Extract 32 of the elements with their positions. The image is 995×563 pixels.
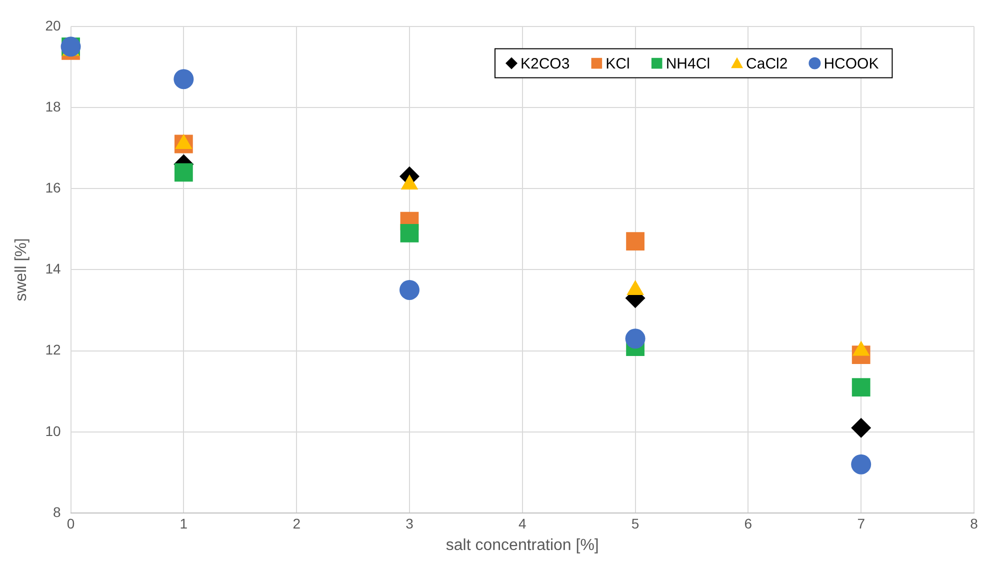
point — [625, 328, 646, 349]
x-tick-label: 4 — [518, 515, 526, 532]
x-tick-label: 6 — [744, 515, 752, 532]
legend-label: NH4Cl — [666, 55, 710, 72]
x-tick-label: 8 — [970, 515, 978, 532]
x-tick-label: 7 — [857, 515, 866, 532]
x-tick-label: 3 — [406, 515, 414, 532]
y-tick-label: 16 — [45, 179, 61, 196]
y-tick-label: 8 — [52, 504, 61, 520]
legend-label: HCOOK — [824, 55, 879, 72]
legend-label: CaCl2 — [746, 55, 788, 72]
x-tick-label: 1 — [180, 515, 188, 532]
x-tick-label: 2 — [292, 515, 301, 532]
point — [174, 163, 193, 182]
point — [174, 69, 194, 90]
y-tick-label: 10 — [45, 422, 61, 439]
legend-label: KCl — [606, 55, 630, 72]
x-tick-label: 5 — [631, 515, 640, 532]
point — [400, 224, 419, 242]
point — [851, 454, 872, 474]
y-tick-label: 12 — [45, 342, 61, 358]
point — [851, 418, 872, 438]
y-tick-label: 20 — [45, 17, 61, 34]
y-tick-label: 14 — [45, 260, 61, 277]
x-axis-title: salt concentration [%] — [446, 536, 599, 554]
point — [399, 280, 420, 300]
point — [626, 232, 644, 251]
x-tick-label: 0 — [66, 515, 75, 532]
legend-label: K2CO3 — [520, 55, 570, 72]
point — [852, 378, 870, 396]
y-axis-title: swell [%] — [13, 238, 30, 302]
y-tick-label: 18 — [45, 98, 61, 114]
